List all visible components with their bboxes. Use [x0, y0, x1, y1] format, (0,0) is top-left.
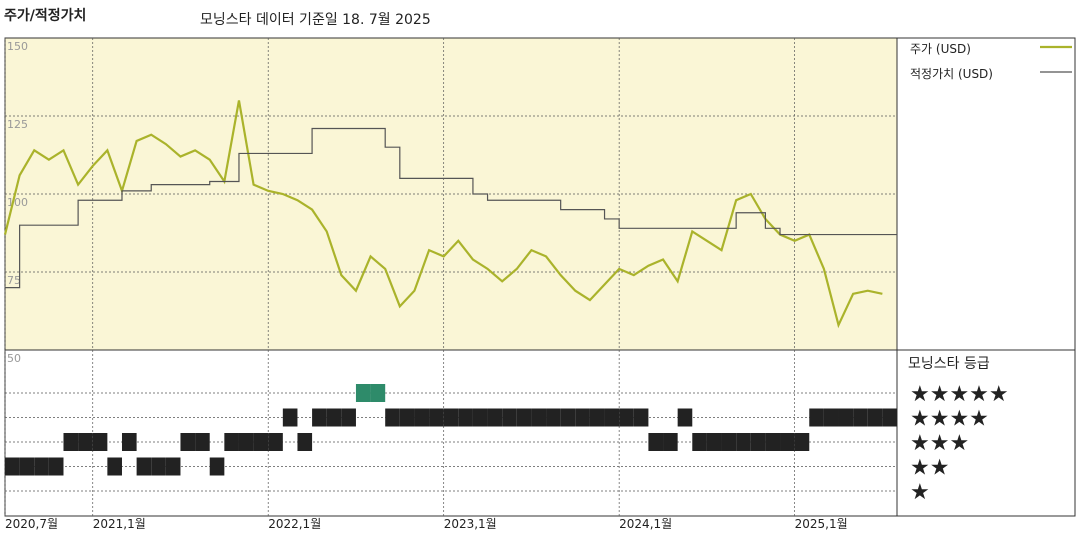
rating-bar [706, 433, 722, 451]
x-tick-label: 2025,1월 [795, 517, 848, 531]
rating-bar [19, 457, 35, 476]
rating-title: 모닝스타 등급 [908, 356, 990, 372]
rating-bar [238, 433, 254, 451]
series-line [3, 100, 883, 329]
rating-level-label: ★ [910, 480, 930, 505]
chart-subtitle: 모닝스타 데이터 기준일 18. 7월 2025 [200, 12, 431, 28]
legend-label: 주가 (USD) [910, 42, 971, 56]
rating-bar [765, 433, 781, 451]
rating-bar [107, 457, 122, 476]
rating-level-label: ★★★ [910, 431, 969, 456]
rating-bar [487, 408, 503, 427]
rating-bar [5, 457, 20, 476]
rating-bar [209, 457, 225, 476]
rating-bar [677, 408, 693, 427]
rating-bar [721, 433, 737, 451]
rating-level-label: ★★ [910, 456, 949, 481]
rating-bar [838, 408, 854, 427]
rating-bar [224, 433, 239, 451]
rating-bar [560, 408, 576, 427]
y-tick-label: 150 [7, 40, 28, 53]
rating-bar [780, 433, 795, 451]
rating-bar [385, 408, 400, 427]
x-tick-label: 2021,1월 [93, 517, 146, 531]
rating-bar [136, 457, 152, 476]
rating-bar [414, 408, 430, 427]
rating-bar [253, 433, 269, 451]
x-tick-label: 2022,1월 [268, 517, 321, 531]
rating-bar [341, 408, 356, 427]
y-tick-label: 100 [7, 196, 28, 209]
rating-bar [92, 433, 108, 451]
rating-bar [794, 433, 810, 451]
rating-bar [809, 408, 824, 427]
rating-bar [282, 408, 298, 427]
x-tick-label: 2024,1월 [619, 517, 672, 531]
rating-bar [195, 433, 210, 451]
rating-bar [750, 433, 766, 451]
rating-bar [48, 457, 64, 476]
rating-bar [443, 408, 459, 427]
rating-bar [370, 384, 386, 402]
rating-bar [853, 408, 868, 427]
y-tick-label: 50 [7, 352, 21, 365]
rating-bar [472, 408, 488, 427]
rating-bar [458, 408, 473, 427]
rating-bar [736, 433, 751, 451]
y-tick-label: 75 [7, 274, 21, 287]
rating-bar [663, 433, 678, 451]
rating-bar [165, 457, 181, 476]
rating-bar [151, 457, 166, 476]
rating-bar [633, 408, 649, 427]
rating-bar [429, 408, 444, 427]
rating-bar [516, 408, 532, 427]
rating-bar [180, 433, 196, 451]
frame [4, 37, 1076, 517]
rating-bar [546, 408, 561, 427]
rating-bar [121, 433, 137, 451]
rating-bar [297, 433, 313, 451]
x-tick-label: 2023,1월 [444, 517, 497, 531]
rating-bar [268, 433, 283, 451]
series-line [5, 127, 897, 289]
rating-bar [589, 408, 605, 427]
rating-bar [355, 384, 371, 402]
rating-bar [604, 408, 620, 427]
rating-bar [823, 408, 839, 427]
rating-level-label: ★★★★ [910, 407, 989, 432]
rating-bar [502, 408, 517, 427]
x-tick-label: 2020,7월 [5, 517, 58, 531]
rating-bar [399, 408, 415, 427]
rating-level-label: ★★★★★ [910, 382, 1009, 407]
legend-label: 적정가치 (USD) [910, 67, 993, 81]
rating-bar [867, 408, 883, 427]
rating-bar [882, 408, 897, 427]
chart-title: 주가/적정가치 [4, 7, 86, 24]
rating-bar [692, 433, 707, 451]
y-tick-label: 125 [7, 118, 28, 131]
rating-bar [63, 433, 79, 451]
rating-bar [34, 457, 49, 476]
rating-bar [531, 408, 547, 427]
rating-bar [78, 433, 93, 451]
rating-bar [619, 408, 634, 427]
rating-bar [575, 408, 590, 427]
rating-bar [648, 433, 664, 451]
rating-bar [312, 408, 327, 427]
rating-bar [326, 408, 342, 427]
